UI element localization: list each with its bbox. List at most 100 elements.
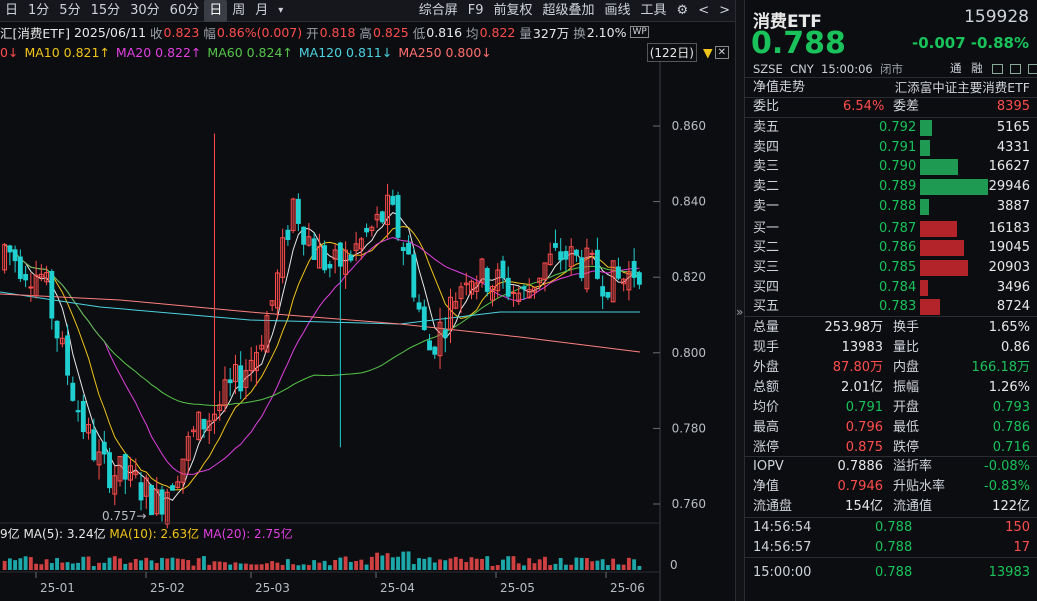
- volume-bar: [181, 559, 185, 570]
- candle: [495, 263, 501, 299]
- candle: [448, 288, 453, 344]
- candle-body: [442, 329, 448, 338]
- orderbook-label: 买五: [753, 299, 780, 315]
- nav-title[interactable]: 净值走势: [753, 80, 806, 95]
- volume-bar: [2, 560, 7, 570]
- quote-change: -0.007: [912, 34, 966, 52]
- tools-button[interactable]: 工具: [640, 2, 667, 18]
- period-5min[interactable]: 5分: [59, 2, 81, 18]
- candle: [390, 189, 396, 206]
- candle-body: [101, 441, 107, 455]
- orderbook-row-ask-4: 卖二 0.789 29946: [745, 177, 1037, 197]
- volume-bar: [233, 562, 238, 570]
- close-icon[interactable]: ✕: [714, 45, 729, 59]
- window-icon-2[interactable]: [1009, 63, 1021, 74]
- period-day-partial[interactable]: 日: [5, 2, 19, 18]
- candle-body: [23, 274, 29, 281]
- candle: [416, 294, 422, 313]
- quote-flags: 通 融: [950, 60, 1037, 76]
- volume-bar: [275, 562, 280, 570]
- candle: [311, 232, 317, 260]
- period-week[interactable]: 周: [232, 2, 246, 18]
- candle: [484, 266, 490, 297]
- volume-bar: [317, 562, 322, 570]
- period-more-icon[interactable]: ▾: [278, 4, 284, 16]
- candle: [400, 242, 406, 266]
- orderbook-price: 0.786: [879, 240, 917, 256]
- candle-body: [453, 301, 459, 309]
- iopv-row: IOPV 0.7886 溢折率 -0.08%: [745, 457, 1037, 477]
- iopv-value: -0.83%: [984, 479, 1030, 494]
- low-marker-label: 0.757→: [102, 509, 146, 523]
- candle-body: [332, 249, 338, 260]
- forward-adjust-button[interactable]: 前复权: [493, 2, 533, 18]
- window-icon-3[interactable]: [1027, 63, 1037, 74]
- kline-chart[interactable]: 0.757→ 0.860 0.840 0.820 0.800 0.780 0.760 9亿…: [0, 62, 735, 601]
- orderbook-volume-bar: [920, 159, 959, 176]
- candle: [505, 266, 511, 301]
- gear-icon[interactable]: ⚙: [676, 2, 689, 18]
- low-label: 低: [412, 25, 426, 41]
- candle-body: [254, 352, 259, 372]
- wp-icon[interactable]: WP: [630, 26, 649, 38]
- candle-body: [170, 485, 175, 491]
- panel-divider[interactable]: »: [735, 0, 744, 601]
- overlay-button[interactable]: 超级叠加: [542, 2, 595, 18]
- volume-bar: [333, 559, 338, 570]
- candle: [579, 249, 585, 282]
- orderbook-label: 卖二: [753, 179, 780, 195]
- draw-line-button[interactable]: 画线: [604, 2, 631, 18]
- period-1min[interactable]: 1分: [28, 2, 50, 18]
- volume-bar: [432, 562, 437, 570]
- candle: [227, 367, 233, 397]
- composite-screen-button[interactable]: 综合屏: [418, 2, 458, 18]
- candle: [175, 475, 181, 490]
- orderbook-label: 买四: [753, 279, 780, 295]
- collapse-icon[interactable]: »: [736, 305, 744, 319]
- candle: [421, 299, 427, 331]
- candle-body: [59, 337, 65, 345]
- period-30min[interactable]: 30分: [130, 2, 160, 18]
- volume-bar: [39, 564, 44, 570]
- window-icon[interactable]: [992, 63, 1004, 74]
- prev-icon[interactable]: <: [698, 2, 710, 18]
- period-15min[interactable]: 15分: [90, 2, 121, 18]
- volume-bar: [611, 558, 616, 570]
- candle: [233, 354, 238, 395]
- candle-body: [584, 247, 590, 290]
- next-icon[interactable]: >: [719, 2, 730, 18]
- orderbook-volume-bar: [920, 279, 929, 296]
- nav-row[interactable]: 净值走势 汇添富中证主要消费ETF: [745, 78, 1037, 98]
- candle: [164, 488, 170, 529]
- candle-body: [107, 452, 112, 489]
- volume-bar: [102, 562, 107, 570]
- volume-bar: [390, 557, 395, 570]
- f9-button[interactable]: F9: [467, 2, 484, 18]
- period-day[interactable]: 日: [204, 0, 228, 22]
- candle-body: [537, 277, 543, 284]
- volume-bar: [112, 556, 117, 570]
- iopv-label: 净值: [753, 479, 780, 494]
- period-month[interactable]: 月: [255, 2, 269, 18]
- days-range-selector[interactable]: (122日): [646, 42, 697, 62]
- candle-body: [259, 344, 265, 350]
- chevron-down-icon[interactable]: ▼: [702, 44, 713, 60]
- candle-body: [143, 477, 149, 497]
- volume-bar: [97, 562, 101, 570]
- candle-body: [400, 247, 406, 251]
- candle-body: [185, 436, 191, 461]
- candle-body: [7, 245, 13, 253]
- volume-bar: [207, 564, 212, 570]
- candle: [395, 191, 401, 242]
- volume-bar: [160, 557, 164, 570]
- stats-row: 涨停 0.875 跌停 0.716: [745, 438, 1037, 458]
- candle: [185, 431, 191, 475]
- ma60-legend: MA60 0.824↑: [207, 44, 293, 60]
- orderbook-volume-bar: [920, 220, 957, 237]
- volume-bar: [60, 562, 65, 570]
- candle-body: [12, 249, 18, 262]
- volume-bar: [364, 564, 369, 570]
- period-60min[interactable]: 60分: [169, 2, 200, 18]
- volume-bar: [128, 562, 133, 570]
- volume-bar: [44, 559, 49, 570]
